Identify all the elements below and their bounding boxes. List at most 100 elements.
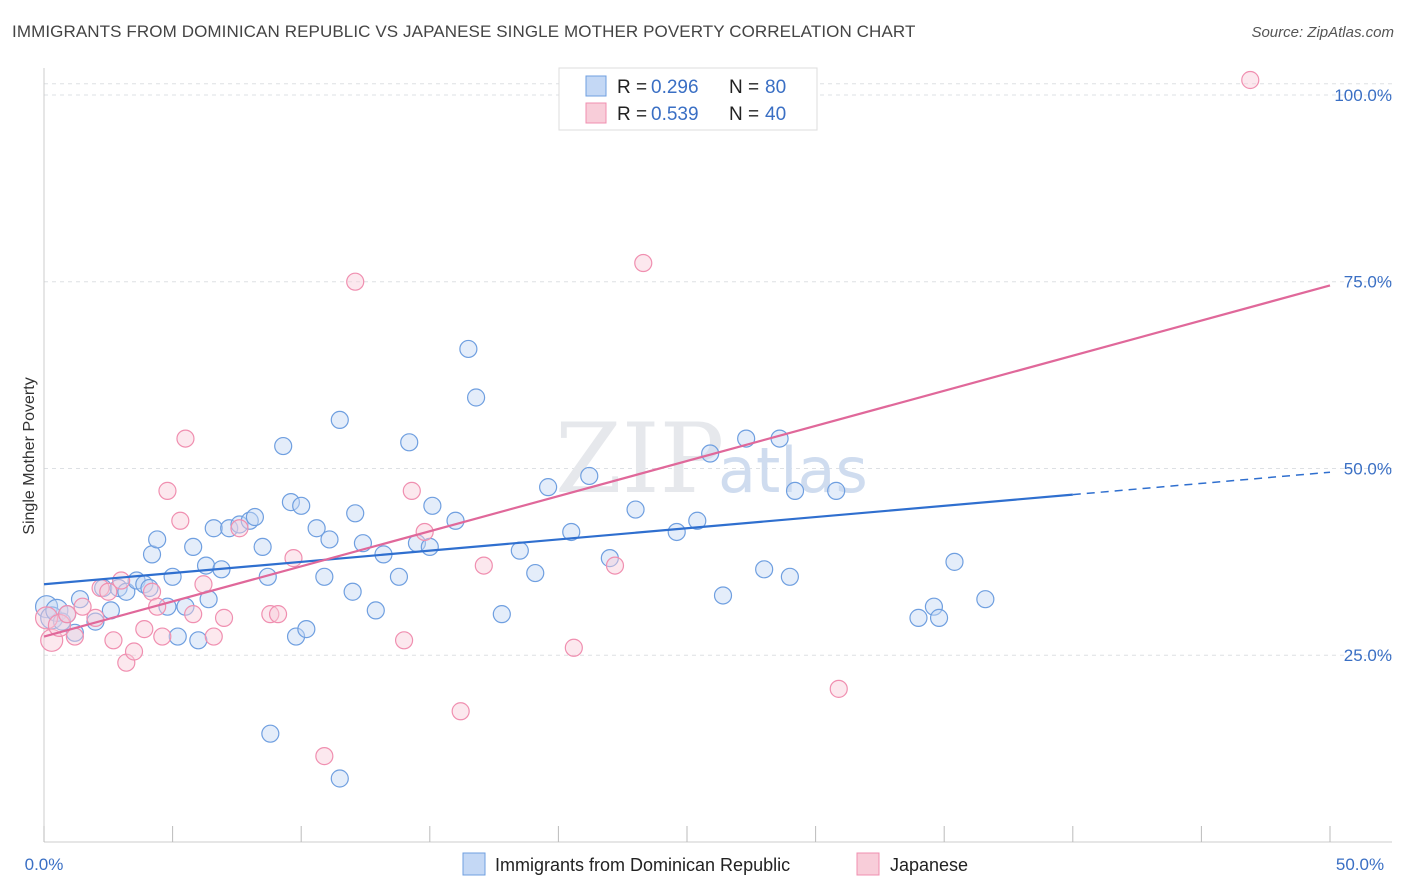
legend-swatch-blue [585,75,607,97]
japanese-point-35 [564,638,583,657]
bottom-legend-swatch-pink [856,852,880,876]
dominican-point-18 [163,567,182,586]
japanese-point-18 [171,511,190,530]
dominican-point-77 [929,608,949,627]
dominican-point-72 [780,567,799,586]
dominican-point-11 [117,582,136,601]
dominican-point-41 [320,530,339,549]
japanese-point-10 [112,571,131,590]
dominican-point-74 [827,481,846,500]
japanese-point-13 [135,619,154,639]
trend-lines [43,284,1331,638]
japanese-point-38 [829,679,848,698]
dominican-point-58 [510,541,529,560]
x-tick-label-min: 0.0% [25,855,64,874]
dominican-point-70 [755,560,774,579]
legend-r-value-pink: 0.539 [651,104,699,125]
dominican-point-53 [423,496,442,515]
source-credit: Source: ZipAtlas.com [1251,24,1394,41]
legend-n-value-blue: 80 [765,77,786,98]
dominican-point-61 [562,522,581,542]
axes [43,68,1392,843]
dominican-point-68 [713,586,733,605]
trend-line-japanese [43,284,1331,638]
japanese-point-33 [451,702,470,721]
watermark-zip: ZIP [555,403,724,515]
dominican-point-6 [70,590,90,609]
legend-swatch-pink [585,102,607,124]
dominican-point-33 [261,724,280,743]
japanese-point-30 [394,631,414,650]
japanese-point-23 [214,608,234,627]
legend-r-value-blue: 0.296 [651,77,699,98]
japanese-point-37 [634,253,653,273]
dominican-point-73 [785,481,805,500]
dominican-point-78 [945,552,964,571]
bottom-legend: Immigrants from Dominican Republic Japan… [462,852,968,876]
dominican-point-49 [389,567,409,586]
dominican-point-39 [307,519,326,538]
grid-lines [44,83,1392,656]
dominican-point-71 [770,429,789,448]
dominican-point-34 [274,436,293,456]
dominican-point-60 [539,478,558,497]
dominican-point-50 [400,433,419,452]
japanese-point-0 [34,606,59,630]
japanese-point-17 [158,481,177,500]
japanese-point-31 [402,481,421,500]
dominican-point-22 [189,631,208,650]
legend-r-label-pink: R = [617,104,647,125]
dominican-point-30 [245,507,265,527]
japanese-point-21 [194,575,213,594]
japanese-point-1 [40,628,64,652]
japanese-point-16 [153,627,172,646]
japanese-point-20 [184,605,203,624]
dominican-point-44 [343,582,362,601]
japanese-point-3 [58,605,77,624]
trend-line-dominican-extension [1072,471,1331,496]
bottom-legend-swatch-blue [462,852,486,876]
japanese-point-39 [1241,70,1260,90]
dominican-point-65 [667,522,686,542]
dominican-point-56 [466,388,486,407]
japanese-point-24 [230,519,249,538]
japanese-point-5 [73,597,92,616]
legend: R = 0.296 N = 80 R = 0.539 N = 40 [558,67,818,131]
series-japanese-points [34,70,1260,766]
y-tick-label-25: 25.0% [1344,646,1392,665]
dominican-point-45 [346,504,365,523]
japanese-point-25 [261,605,280,624]
bottom-legend-label-blue: Immigrants from Dominican Republic [495,855,790,875]
y-axis-label: Single Mother Poverty [21,377,38,534]
dominican-point-76 [924,597,944,616]
dominican-point-38 [297,619,316,639]
dominican-point-19 [168,627,187,646]
chart-title: IMMIGRANTS FROM DOMINICAN REPUBLIC VS JA… [12,22,916,41]
y-tick-labels: 25.0% 50.0% 75.0% 100.0% [1334,86,1392,665]
japanese-point-8 [99,582,118,601]
dominican-point-16 [148,530,167,549]
dominican-point-27 [220,519,239,538]
legend-n-label-blue: N = [729,77,759,98]
dominican-point-62 [580,466,599,486]
dominican-point-42 [330,769,349,788]
japanese-point-19 [176,429,195,448]
dominican-point-40 [315,567,334,586]
legend-n-value-pink: 40 [765,104,786,125]
dominican-point-31 [253,537,272,557]
dominican-point-47 [366,601,385,620]
legend-r-label-blue: R = [617,77,647,98]
japanese-point-12 [124,642,144,661]
dominican-point-64 [626,500,645,519]
dominican-point-35 [281,492,301,512]
dominican-point-59 [526,563,545,583]
japanese-point-36 [605,556,625,575]
y-tick-label-75: 75.0% [1344,273,1392,292]
x-tick-label-max: 50.0% [1336,855,1384,874]
dominican-point-57 [492,605,511,624]
japanese-point-34 [474,556,493,575]
japanese-point-26 [268,605,288,624]
japanese-point-22 [204,627,223,646]
japanese-point-29 [346,272,365,291]
